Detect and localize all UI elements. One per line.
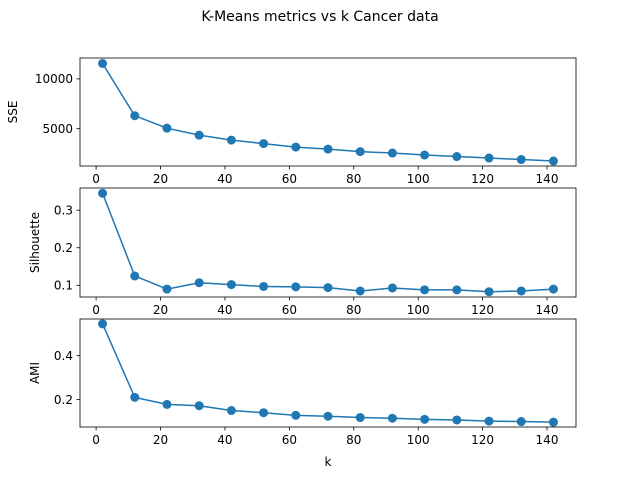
sse-ylabel: SSE bbox=[6, 101, 20, 124]
subplots: 0 20 40 60 80 100 120 140 5000 10000 SSE 0 20 40 60 80 1… bbox=[6, 57, 577, 469]
sse-point bbox=[452, 152, 462, 162]
ami-xtick-label: 100 bbox=[407, 433, 430, 447]
silhouette-xtick-label: 140 bbox=[536, 303, 559, 317]
sse-point bbox=[98, 58, 108, 68]
ami-point bbox=[420, 414, 430, 424]
silhouette-ylabel: Silhouette bbox=[28, 212, 42, 273]
sse-point bbox=[484, 153, 494, 163]
ami-point bbox=[194, 401, 204, 411]
sse-xtick-label: 0 bbox=[92, 172, 100, 186]
ami-point bbox=[516, 417, 526, 427]
silhouette-ytick-label: 0.1 bbox=[54, 279, 73, 293]
ami-point bbox=[355, 413, 365, 423]
sse-xtick-label: 20 bbox=[153, 172, 168, 186]
sse-point bbox=[259, 139, 269, 149]
ami-xtick-label: 140 bbox=[536, 433, 559, 447]
silhouette-point bbox=[516, 286, 526, 296]
silhouette-point bbox=[420, 285, 430, 295]
ami-point bbox=[226, 406, 236, 416]
ami-point bbox=[162, 399, 172, 409]
silhouette-point bbox=[355, 286, 365, 296]
silhouette-xtick-label: 100 bbox=[407, 303, 430, 317]
silhouette-point bbox=[194, 278, 204, 288]
sse-point bbox=[226, 135, 236, 145]
sse-xtick-label: 140 bbox=[536, 172, 559, 186]
ami-point bbox=[548, 417, 558, 427]
sse-point bbox=[323, 144, 333, 154]
ami-xtick-label: 20 bbox=[153, 433, 168, 447]
ami-point bbox=[452, 415, 462, 425]
sse-point bbox=[130, 111, 140, 121]
sse-point bbox=[291, 142, 301, 152]
sse-xtick-label: 100 bbox=[407, 172, 430, 186]
sse-axes-frame bbox=[79, 57, 577, 167]
ami-axes-frame bbox=[79, 318, 577, 428]
sse-point bbox=[420, 150, 430, 160]
ami-panel: 0 20 40 60 80 100 120 140 0.2 0.4 AMI k bbox=[28, 318, 577, 469]
ami-xtick-label: 0 bbox=[92, 433, 100, 447]
ami-point bbox=[291, 410, 301, 420]
sse-xtick-label: 80 bbox=[346, 172, 361, 186]
silhouette-point bbox=[162, 284, 172, 294]
silhouette-point bbox=[98, 188, 108, 198]
ami-point bbox=[387, 413, 397, 423]
figure-title: K-Means metrics vs k Cancer data bbox=[201, 9, 438, 25]
silhouette-point bbox=[130, 271, 140, 281]
silhouette-series-line bbox=[101, 192, 554, 293]
ami-point bbox=[130, 392, 140, 402]
ami-point bbox=[484, 416, 494, 426]
ami-point bbox=[98, 319, 108, 329]
silhouette-xtick-label: 0 bbox=[92, 303, 100, 317]
silhouette-point bbox=[259, 281, 269, 291]
ami-point bbox=[323, 411, 333, 421]
silhouette-point bbox=[484, 287, 494, 297]
ami-xlabel: k bbox=[325, 455, 332, 469]
silhouette-point bbox=[323, 283, 333, 293]
silhouette-xtick-label: 60 bbox=[282, 303, 297, 317]
ami-ytick-label: 0.4 bbox=[54, 349, 73, 363]
silhouette-xtick-label: 80 bbox=[346, 303, 361, 317]
ami-xtick-label: 80 bbox=[346, 433, 361, 447]
silhouette-point bbox=[387, 283, 397, 293]
silhouette-point bbox=[291, 282, 301, 292]
silhouette-point bbox=[226, 280, 236, 290]
sse-xtick-label: 60 bbox=[282, 172, 297, 186]
sse-xtick-label: 120 bbox=[471, 172, 494, 186]
silhouette-ytick-label: 0.2 bbox=[54, 241, 73, 255]
silhouette-axes-frame bbox=[79, 187, 577, 298]
sse-point bbox=[162, 123, 172, 133]
sse-ytick-label: 5000 bbox=[42, 122, 73, 136]
ami-xtick-label: 40 bbox=[217, 433, 232, 447]
sse-point bbox=[355, 147, 365, 157]
ami-xtick-label: 120 bbox=[471, 433, 494, 447]
silhouette-xtick-label: 40 bbox=[217, 303, 232, 317]
silhouette-point bbox=[452, 285, 462, 295]
sse-xtick-label: 40 bbox=[217, 172, 232, 186]
sse-panel: 0 20 40 60 80 100 120 140 5000 10000 SSE bbox=[6, 57, 577, 186]
sse-point bbox=[548, 156, 558, 166]
sse-point bbox=[194, 130, 204, 140]
silhouette-panel: 0 20 40 60 80 100 120 140 0.1 0.2 0.3 Silhouette bbox=[28, 187, 577, 317]
ami-ylabel: AMI bbox=[28, 362, 42, 384]
ami-xtick-label: 60 bbox=[282, 433, 297, 447]
sse-point bbox=[387, 148, 397, 158]
silhouette-point bbox=[548, 284, 558, 294]
sse-point bbox=[516, 155, 526, 165]
silhouette-xtick-label: 20 bbox=[153, 303, 168, 317]
silhouette-xtick-label: 120 bbox=[471, 303, 494, 317]
ami-point bbox=[259, 408, 269, 418]
ami-ytick-label: 0.2 bbox=[54, 393, 73, 407]
sse-ytick-label: 10000 bbox=[35, 72, 73, 86]
silhouette-ytick-label: 0.3 bbox=[54, 203, 73, 217]
